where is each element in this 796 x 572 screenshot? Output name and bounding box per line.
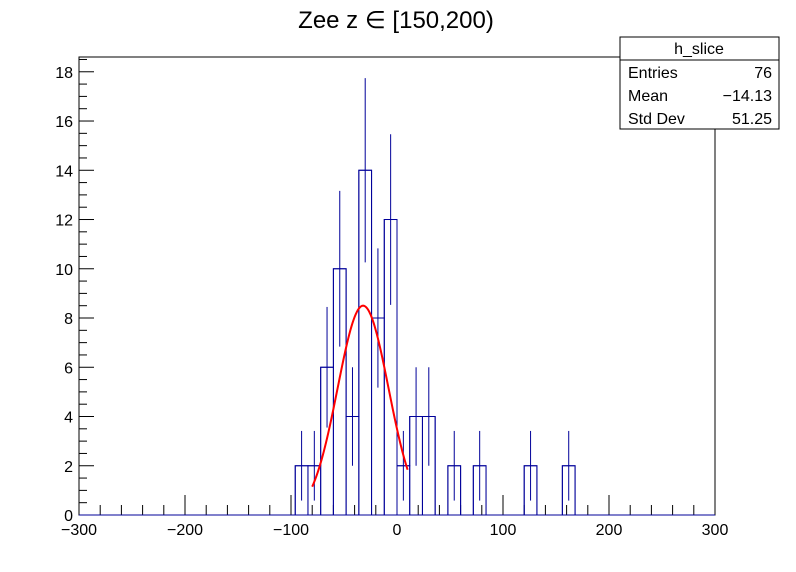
x-tick-label: 300: [702, 522, 729, 539]
y-tick-label: 12: [55, 213, 73, 230]
x-tick-label: −200: [167, 522, 203, 539]
error-bars: [301, 78, 570, 501]
fit-curve-group: [311, 304, 409, 488]
stats-box-name: h_slice: [674, 41, 724, 58]
chart-title: Zee z ∈ [150,200): [298, 7, 494, 34]
y-tick-label: 8: [64, 311, 73, 328]
y-tick-label: 10: [55, 262, 73, 279]
stats-stddev-value: 51.25: [732, 111, 772, 128]
x-tick-label: 100: [490, 522, 517, 539]
y-tick-label: 2: [64, 459, 73, 476]
y-tick-label: 6: [64, 360, 73, 377]
x-tick-label: −300: [61, 522, 97, 539]
stats-entries-label: Entries: [628, 65, 678, 82]
y-tick-label: 16: [55, 114, 73, 131]
y-tick-label: 18: [55, 65, 73, 82]
x-tick-label: 200: [596, 522, 623, 539]
stats-stddev-label: Std Dev: [628, 111, 685, 128]
x-tick-label: 0: [393, 522, 402, 539]
y-tick-label: 4: [64, 410, 73, 427]
stats-box: h_slice Entries 76 Mean −14.13 Std Dev 5…: [619, 36, 780, 130]
x-tick-label: −100: [273, 522, 309, 539]
gaussian-fit-curve: [311, 304, 409, 488]
stats-mean-value: −14.13: [723, 88, 772, 105]
stats-box-frame: [619, 36, 780, 130]
y-tick-label: 14: [55, 163, 73, 180]
stats-mean-label: Mean: [628, 88, 668, 105]
stats-entries-value: 76: [754, 65, 772, 82]
y-tick-label: 0: [64, 508, 73, 525]
